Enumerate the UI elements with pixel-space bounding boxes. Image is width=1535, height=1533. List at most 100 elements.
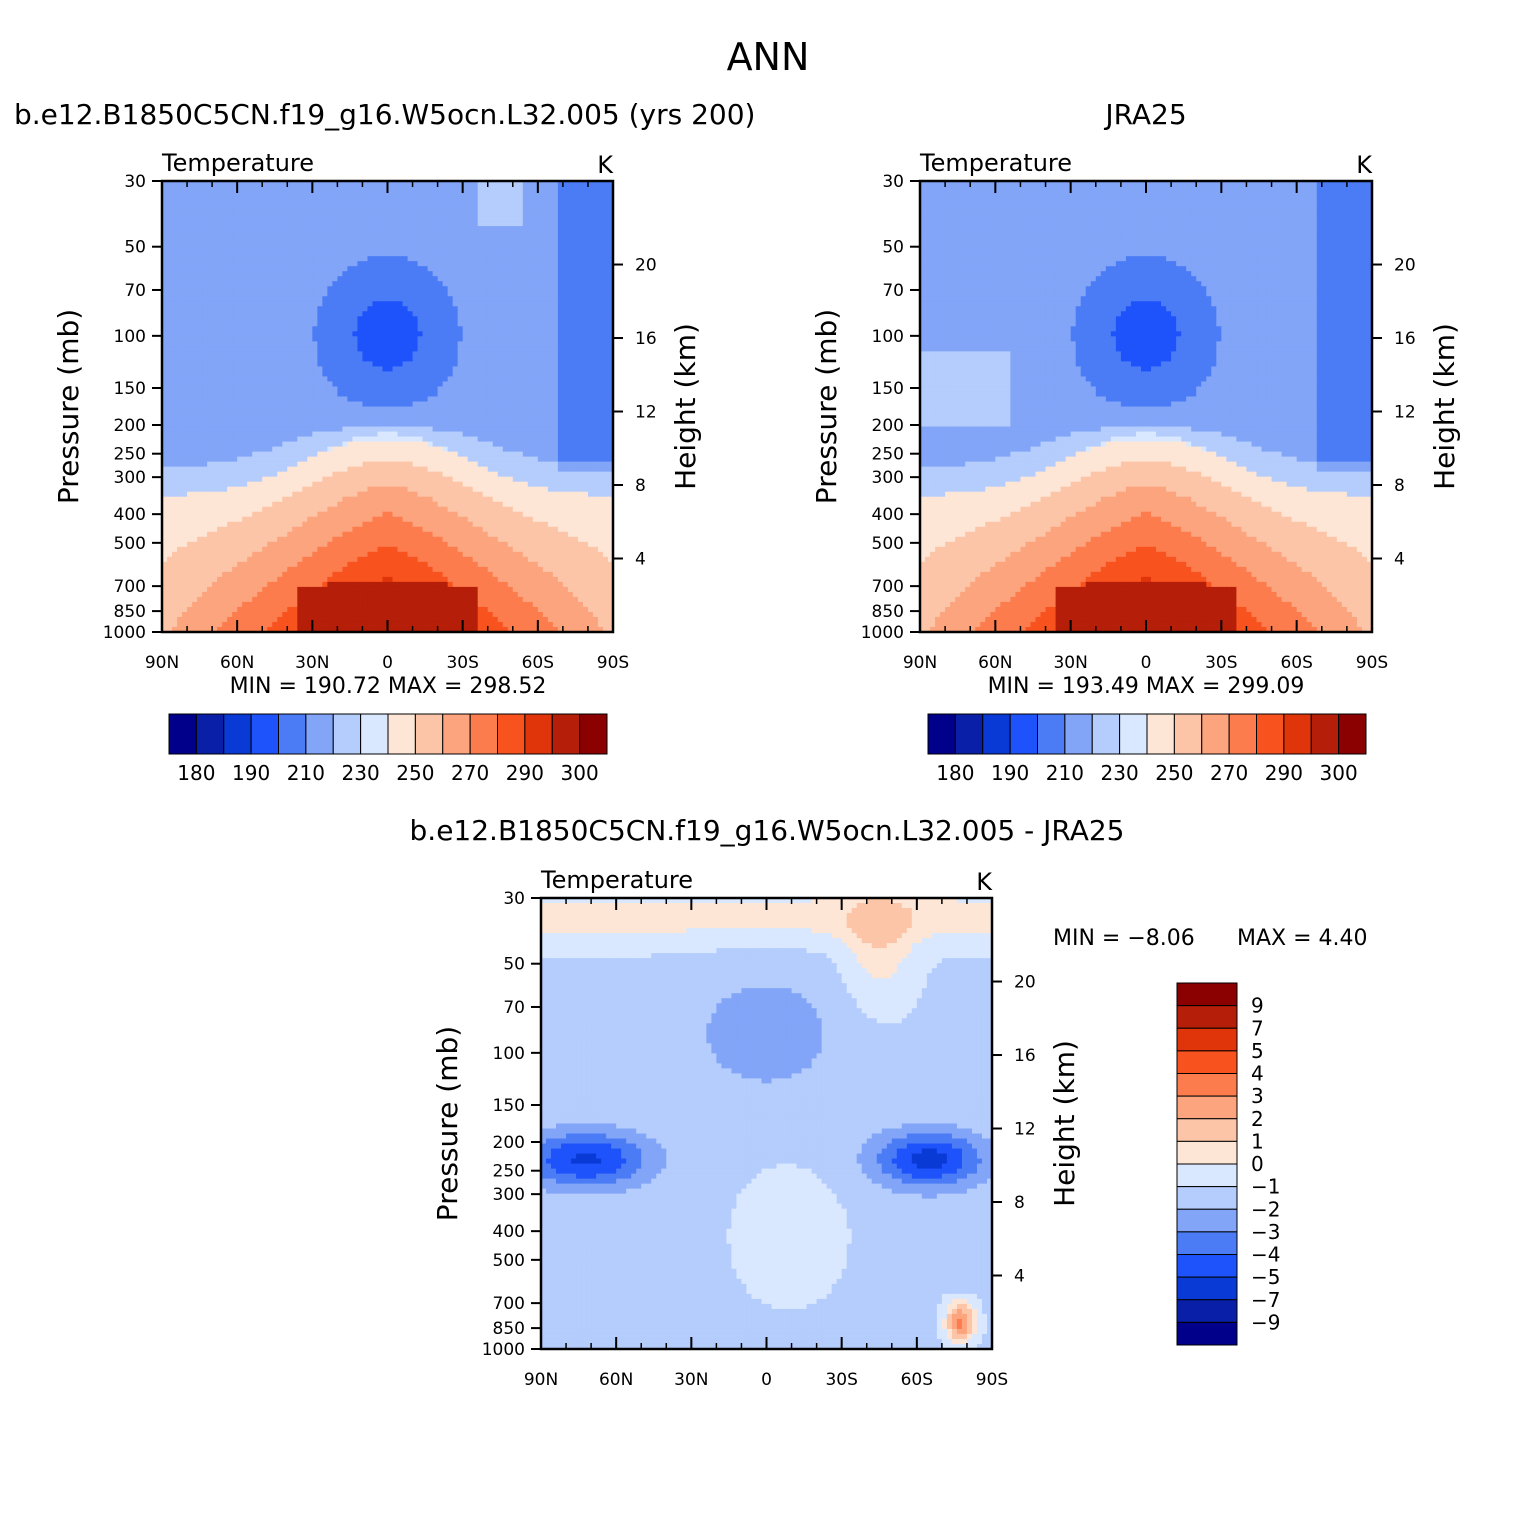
contour-cell [302, 251, 308, 257]
contour-cell [557, 351, 564, 357]
contour-cell [362, 386, 369, 393]
contour-cell [412, 221, 419, 227]
contour-cell [327, 191, 333, 197]
contour-cell [512, 281, 519, 287]
contour-cell [332, 271, 338, 277]
contour-cell [407, 256, 414, 262]
contour-cell [212, 281, 218, 287]
contour-cell [342, 416, 349, 423]
contour-cell [547, 301, 554, 307]
contour-cell [422, 421, 429, 428]
contour-cell [342, 281, 349, 287]
contour-cell [562, 311, 569, 317]
contour-cell [367, 226, 374, 232]
contour-cell [392, 246, 399, 252]
contour-cell [167, 351, 173, 357]
contour-cell [307, 451, 313, 458]
contour-cell [402, 351, 409, 357]
contour-cell [577, 326, 584, 332]
contour-cell [347, 421, 354, 428]
contour-cell [357, 426, 364, 433]
contour-cell [432, 286, 439, 292]
contour-cell [212, 256, 218, 262]
contour-cell [297, 181, 303, 187]
contour-cell [322, 206, 328, 212]
contour-cell [452, 246, 459, 252]
contour-cell [237, 311, 243, 317]
contour-cell [232, 221, 238, 227]
contour-cell [492, 366, 499, 373]
contour-cell [197, 416, 203, 423]
contour-field [162, 181, 614, 633]
contour-cell [182, 416, 188, 423]
contour-cell [272, 241, 278, 247]
contour-cell [602, 326, 609, 332]
contour-cell [407, 231, 414, 237]
contour-cell [527, 276, 534, 282]
contour-cell [187, 341, 193, 347]
contour-cell [237, 296, 243, 302]
contour-cell [252, 241, 258, 247]
contour-cell [532, 446, 539, 453]
contour-cell [362, 316, 369, 322]
contour-cell [557, 446, 564, 453]
contour-cell [172, 301, 178, 307]
contour-cell [367, 266, 374, 272]
contour-cell [417, 306, 424, 312]
contour-cell [197, 346, 203, 352]
contour-cell [247, 316, 253, 322]
contour-cell [522, 226, 529, 232]
contour-cell [532, 326, 539, 332]
contour-cell [272, 201, 278, 207]
contour-cell [412, 376, 419, 383]
contour-cell [207, 356, 213, 362]
contour-cell [502, 216, 509, 222]
contour-cell [597, 366, 604, 373]
contour-cell [177, 211, 183, 217]
contour-cell [572, 326, 579, 332]
contour-cell [567, 316, 574, 322]
contour-cell [317, 181, 323, 187]
contour-cell [182, 421, 188, 428]
contour-cell [167, 321, 173, 327]
contour-cell [167, 386, 173, 393]
contour-cell [532, 181, 539, 187]
contour-cell [252, 391, 258, 398]
contour-cell [232, 411, 238, 418]
contour-cell [252, 186, 258, 192]
contour-cell [602, 386, 609, 393]
contour-cell [242, 266, 248, 272]
contour-cell [362, 251, 369, 257]
contour-cell [382, 436, 389, 443]
contour-cell [332, 261, 338, 267]
contour-cell [602, 286, 609, 292]
contour-cell [312, 181, 318, 187]
contour-cell [517, 301, 524, 307]
contour-cell [317, 251, 323, 257]
contour-cell [352, 266, 359, 272]
contour-cell [372, 286, 379, 292]
contour-cell [482, 396, 489, 403]
contour-cell [332, 326, 338, 332]
contour-cell [392, 281, 399, 287]
contour-cell [262, 441, 268, 448]
contour-cell [577, 331, 584, 337]
contour-cell [232, 181, 238, 187]
contour-cell [462, 191, 469, 197]
contour-cell [317, 201, 323, 207]
contour-cell [467, 376, 474, 383]
contour-cell [482, 271, 489, 277]
contour-cell [462, 326, 469, 332]
contour-cell [352, 191, 359, 197]
contour-cell [242, 281, 248, 287]
contour-cell [332, 216, 338, 222]
contour-cell [592, 336, 599, 342]
contour-cell [317, 391, 323, 398]
contour-cell [572, 446, 579, 453]
contour-cell [302, 331, 308, 337]
contour-cell [217, 431, 223, 438]
contour-cell [592, 311, 599, 317]
contour-cell [367, 196, 374, 202]
contour-cell [262, 256, 268, 262]
contour-cell [227, 366, 233, 373]
